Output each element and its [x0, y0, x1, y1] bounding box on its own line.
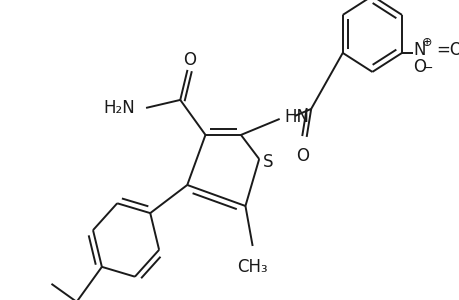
Text: ⊕: ⊕ — [421, 36, 431, 50]
Text: O: O — [413, 58, 425, 76]
Text: O: O — [295, 147, 308, 165]
Text: O: O — [182, 51, 196, 69]
Text: H₂N: H₂N — [103, 99, 135, 117]
Text: S: S — [263, 153, 273, 171]
Text: CH₃: CH₃ — [237, 258, 268, 276]
Text: N: N — [413, 41, 425, 59]
Text: =O: =O — [435, 41, 459, 59]
Text: HN: HN — [284, 108, 308, 126]
Text: −: − — [422, 62, 432, 75]
